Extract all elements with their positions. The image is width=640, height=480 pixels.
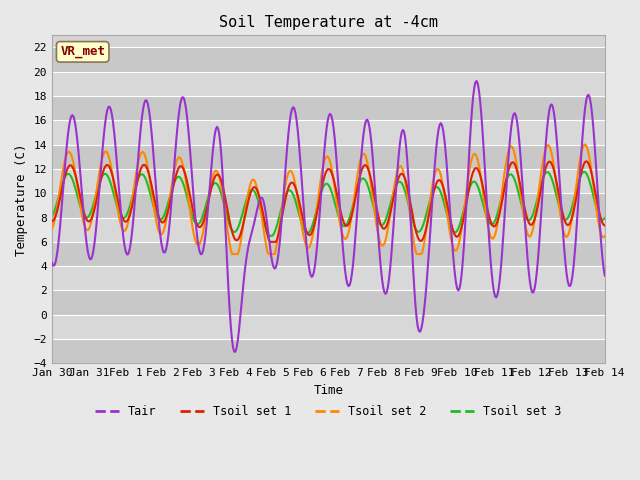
Bar	[52, 339, 605, 363]
Bar	[52, 266, 605, 290]
Bar	[52, 72, 605, 96]
Bar	[52, 290, 605, 315]
Bar	[52, 48, 605, 72]
Bar	[52, 217, 605, 242]
Bar	[52, 315, 605, 339]
Title: Soil Temperature at -4cm: Soil Temperature at -4cm	[219, 15, 438, 30]
Text: VR_met: VR_met	[60, 45, 105, 59]
Bar	[52, 96, 605, 120]
Y-axis label: Temperature (C): Temperature (C)	[15, 143, 28, 256]
Bar	[52, 242, 605, 266]
Bar	[52, 169, 605, 193]
Legend: Tair, Tsoil set 1, Tsoil set 2, Tsoil set 3: Tair, Tsoil set 1, Tsoil set 2, Tsoil se…	[90, 401, 566, 423]
Bar	[52, 193, 605, 217]
X-axis label: Time: Time	[314, 384, 343, 397]
Bar	[52, 120, 605, 144]
Bar	[52, 144, 605, 169]
